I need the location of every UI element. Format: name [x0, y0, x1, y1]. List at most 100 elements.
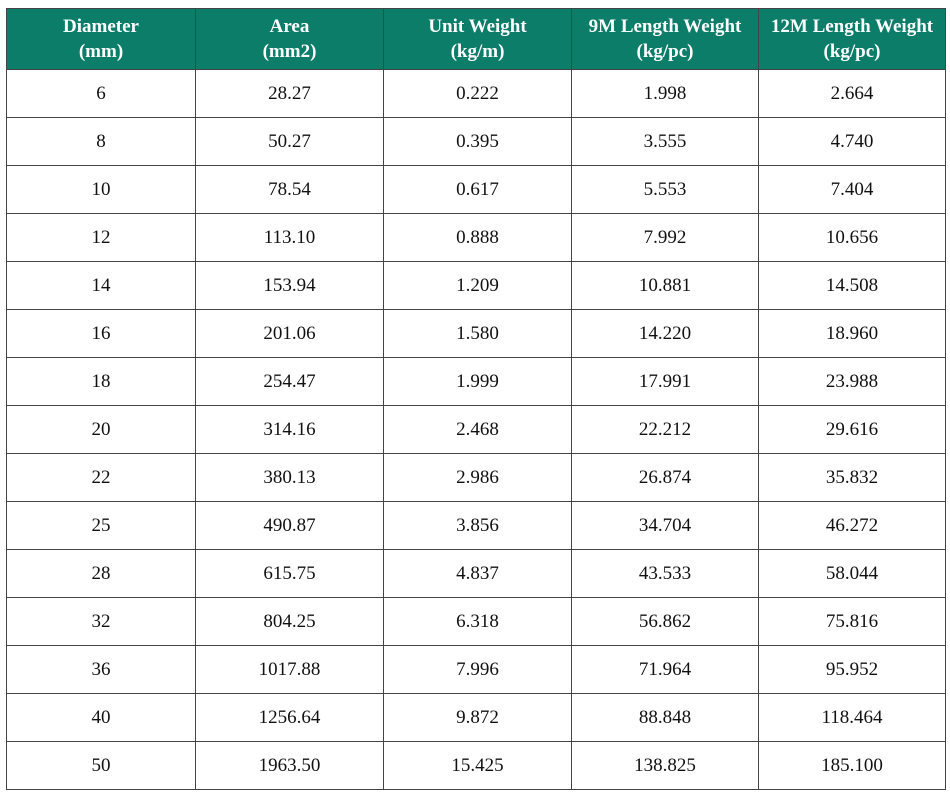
table-cell: 36: [6, 645, 196, 694]
header-text: Unit Weight: [428, 16, 527, 37]
table-cell: 34.704: [571, 501, 759, 550]
header-text: (mm2): [262, 41, 317, 62]
table-cell: 23.988: [758, 357, 946, 406]
table-row: 25 490.87 3.856 34.704 46.272: [6, 501, 946, 550]
table-cell: 0.617: [383, 165, 572, 214]
table-cell: 615.75: [195, 549, 384, 598]
table-cell: 1.580: [383, 309, 572, 358]
table-cell: 0.888: [383, 213, 572, 262]
table-cell: 15.425: [383, 741, 572, 790]
table-cell: 16: [6, 309, 196, 358]
table-cell: 1256.64: [195, 693, 384, 742]
table-cell: 50.27: [195, 117, 384, 166]
table-cell: 29.616: [758, 405, 946, 454]
table-cell: 6.318: [383, 597, 572, 646]
table-cell: 17.991: [571, 357, 759, 406]
table-cell: 10.881: [571, 261, 759, 310]
table-cell: 22.212: [571, 405, 759, 454]
table-cell: 2.986: [383, 453, 572, 502]
table-cell: 2.664: [758, 69, 946, 118]
header-text: Area: [269, 16, 310, 37]
table-cell: 804.25: [195, 597, 384, 646]
table-cell: 7.404: [758, 165, 946, 214]
table-row: 16 201.06 1.580 14.220 18.960: [6, 309, 946, 358]
header-cell: 9M Length Weight (kg/pc): [571, 8, 759, 70]
table-cell: 1017.88: [195, 645, 384, 694]
table-cell: 3.856: [383, 501, 572, 550]
table-cell: 4.837: [383, 549, 572, 598]
table-cell: 22: [6, 453, 196, 502]
table-cell: 18.960: [758, 309, 946, 358]
table-cell: 4.740: [758, 117, 946, 166]
table-cell: 201.06: [195, 309, 384, 358]
table-cell: 5.553: [571, 165, 759, 214]
table-cell: 71.964: [571, 645, 759, 694]
table-cell: 380.13: [195, 453, 384, 502]
table-cell: 58.044: [758, 549, 946, 598]
header-cell: Area (mm2): [195, 8, 384, 70]
table-cell: 138.825: [571, 741, 759, 790]
table-row: 10 78.54 0.617 5.553 7.404: [6, 165, 946, 214]
header-text: (kg/m): [450, 41, 505, 62]
table-cell: 75.816: [758, 597, 946, 646]
table-cell: 314.16: [195, 405, 384, 454]
table-cell: 50: [6, 741, 196, 790]
table-cell: 7.996: [383, 645, 572, 694]
table-cell: 56.862: [571, 597, 759, 646]
table-row: 36 1017.88 7.996 71.964 95.952: [6, 645, 946, 694]
table-cell: 43.533: [571, 549, 759, 598]
table-row: 8 50.27 0.395 3.555 4.740: [6, 117, 946, 166]
header-text: (kg/pc): [823, 41, 881, 62]
table-cell: 490.87: [195, 501, 384, 550]
table-row: 14 153.94 1.209 10.881 14.508: [6, 261, 946, 310]
table-cell: 40: [6, 693, 196, 742]
table-cell: 0.395: [383, 117, 572, 166]
table-cell: 35.832: [758, 453, 946, 502]
table-cell: 3.555: [571, 117, 759, 166]
table-cell: 88.848: [571, 693, 759, 742]
table-cell: 1.209: [383, 261, 572, 310]
header-cell: Diameter (mm): [6, 8, 196, 70]
table-cell: 14: [6, 261, 196, 310]
table-cell: 20: [6, 405, 196, 454]
table-row: 20 314.16 2.468 22.212 29.616: [6, 405, 946, 454]
table-cell: 28.27: [195, 69, 384, 118]
table-cell: 10: [6, 165, 196, 214]
header-text: 12M Length Weight: [770, 16, 934, 37]
table-row: 40 1256.64 9.872 88.848 118.464: [6, 693, 946, 742]
table-cell: 254.47: [195, 357, 384, 406]
table-cell: 14.508: [758, 261, 946, 310]
table-cell: 95.952: [758, 645, 946, 694]
header-text: (mm): [78, 41, 124, 62]
table-row: 32 804.25 6.318 56.862 75.816: [6, 597, 946, 646]
header-cell: 12M Length Weight (kg/pc): [758, 8, 946, 70]
table-cell: 32: [6, 597, 196, 646]
table-row: 12 113.10 0.888 7.992 10.656: [6, 213, 946, 262]
table-cell: 1963.50: [195, 741, 384, 790]
table-cell: 25: [6, 501, 196, 550]
header-row: Diameter (mm) Area (mm2) Unit Weight (kg/m) 9M…: [6, 8, 946, 70]
table-cell: 6: [6, 69, 196, 118]
header-text: (kg/pc): [636, 41, 694, 62]
table-cell: 0.222: [383, 69, 572, 118]
table-cell: 46.272: [758, 501, 946, 550]
table-cell: 18: [6, 357, 196, 406]
table-cell: 113.10: [195, 213, 384, 262]
table-cell: 12: [6, 213, 196, 262]
table-cell: 10.656: [758, 213, 946, 262]
table-body: 6 28.27 0.222 1.998 2.664 8 50.27 0.395 3.555 4.7…: [6, 69, 946, 790]
table-row: 28 615.75 4.837 43.533 58.044: [6, 549, 946, 598]
table-cell: 78.54: [195, 165, 384, 214]
table-cell: 118.464: [758, 693, 946, 742]
table-cell: 7.992: [571, 213, 759, 262]
table-cell: 28: [6, 549, 196, 598]
table-cell: 14.220: [571, 309, 759, 358]
table-cell: 9.872: [383, 693, 572, 742]
table-cell: 2.468: [383, 405, 572, 454]
table-row: 50 1963.50 15.425 138.825 185.100: [6, 741, 946, 790]
table-cell: 1.998: [571, 69, 759, 118]
table-row: 18 254.47 1.999 17.991 23.988: [6, 357, 946, 406]
table-cell: 26.874: [571, 453, 759, 502]
table-cell: 185.100: [758, 741, 946, 790]
